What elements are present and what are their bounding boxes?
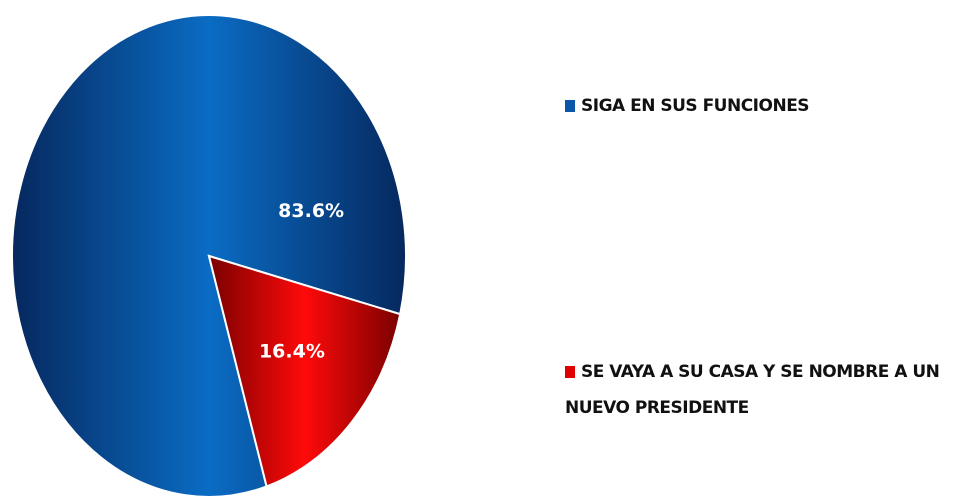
legend-swatch [565,366,575,378]
legend-label: SIGA EN SUS FUNCIONES [581,96,810,116]
legend-swatch [565,100,575,112]
data-label: 16.4% [259,341,325,363]
legend-label: SE VAYA A SU CASA Y SE NOMBRE A UN NUEVO… [565,362,940,418]
legend-item: SE VAYA A SU CASA Y SE NOMBRE A UN NUEVO… [565,354,960,426]
legend-item: SIGA EN SUS FUNCIONES [565,88,960,124]
pie-slice [207,254,402,488]
data-label: 83.6% [278,200,344,222]
